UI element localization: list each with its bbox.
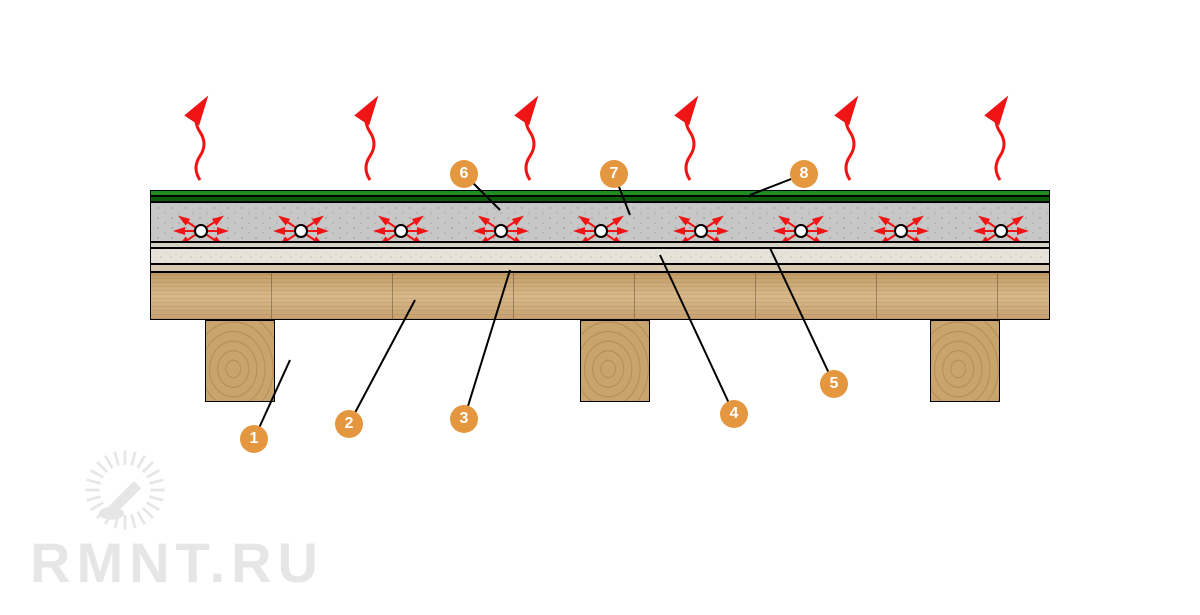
joist-1 bbox=[205, 320, 275, 402]
callout-7: 7 bbox=[600, 160, 628, 188]
joist-3 bbox=[930, 320, 1000, 402]
callout-8: 8 bbox=[790, 160, 818, 188]
layer-sand bbox=[150, 264, 1050, 272]
layer-insulation bbox=[150, 248, 1050, 264]
callout-2: 2 bbox=[335, 410, 363, 438]
callout-5: 5 bbox=[820, 370, 848, 398]
layer-joists bbox=[150, 320, 1050, 400]
callout-1: 1 bbox=[240, 425, 268, 453]
layer-subfloor bbox=[150, 272, 1050, 320]
watermark-text: RMNT.RU bbox=[30, 530, 324, 595]
callout-4: 4 bbox=[720, 400, 748, 428]
screed-pipes bbox=[151, 203, 1049, 241]
layer-screed bbox=[150, 202, 1050, 242]
callout-3: 3 bbox=[450, 405, 478, 433]
watermark-icon bbox=[80, 445, 170, 535]
joist-2 bbox=[580, 320, 650, 402]
callout-6: 6 bbox=[450, 160, 478, 188]
